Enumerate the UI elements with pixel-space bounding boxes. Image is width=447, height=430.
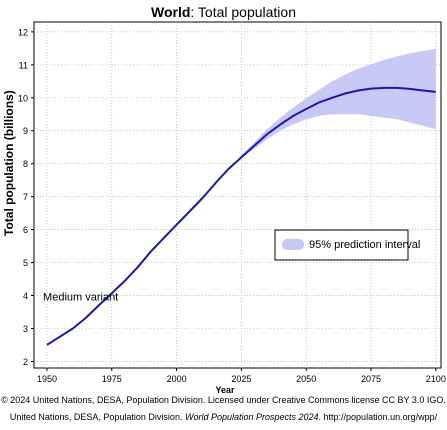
x-tick-label: 2075 xyxy=(361,374,381,384)
x-tick-label: 1950 xyxy=(37,374,57,384)
credit-line-1: © 2024 United Nations, DESA, Population … xyxy=(1,395,446,405)
chart-title-bold: World xyxy=(150,4,191,20)
prediction-interval-band xyxy=(238,49,436,159)
x-tick-label: 2050 xyxy=(296,374,316,384)
grid xyxy=(34,22,441,368)
y-tick-label: 9 xyxy=(23,126,28,136)
credit-line-2-post: . http://population.un.org/wpp/ xyxy=(318,412,438,422)
annotations-layer: Medium variant xyxy=(43,291,118,303)
credit-line-2-pre: United Nations, DESA, Population Divisio… xyxy=(9,412,185,422)
credit-line-2-italic: World Population Prospects 2024 xyxy=(184,412,319,422)
y-tick-label: 6 xyxy=(23,225,28,235)
x-tick-label: 1975 xyxy=(102,374,122,384)
x-axis-ticks: 1950 1975 2000 2025 2050 2075 2100 xyxy=(37,368,446,384)
y-tick-label: 4 xyxy=(23,291,28,301)
y-tick-label: 5 xyxy=(23,258,28,268)
y-tick-label: 8 xyxy=(23,159,28,169)
series-layer xyxy=(46,86,436,346)
x-tick-label: 2000 xyxy=(167,374,187,384)
credit-line-2: United Nations, DESA, Population Divisio… xyxy=(0,412,447,422)
series-line-medium-variant xyxy=(46,86,436,346)
legend-label: 95% prediction interval xyxy=(309,239,420,251)
legend: 95% prediction interval xyxy=(274,229,420,261)
x-axis-label: Year xyxy=(215,385,235,395)
y-tick-label: 12 xyxy=(18,27,28,37)
y-tick-label: 11 xyxy=(19,60,28,70)
y-tick-label: 7 xyxy=(23,192,28,202)
prediction-interval-layer xyxy=(238,49,436,159)
y-tick-label: 10 xyxy=(18,93,28,103)
chart-title-rest: : Total population xyxy=(190,4,296,20)
x-tick-label: 2025 xyxy=(231,374,251,384)
y-axis-label: Total population (billions) xyxy=(2,90,16,236)
chart-title: World: Total population xyxy=(0,4,447,20)
x-tick-label: 2100 xyxy=(426,374,446,384)
y-axis-ticks: 2 3 4 5 6 7 8 9 10 11 12 xyxy=(18,27,34,367)
y-tick-label: 2 xyxy=(23,357,28,367)
y-tick-label: 3 xyxy=(23,324,28,334)
legend-swatch xyxy=(282,239,304,250)
annotation-medium-variant: Medium variant xyxy=(43,291,118,303)
